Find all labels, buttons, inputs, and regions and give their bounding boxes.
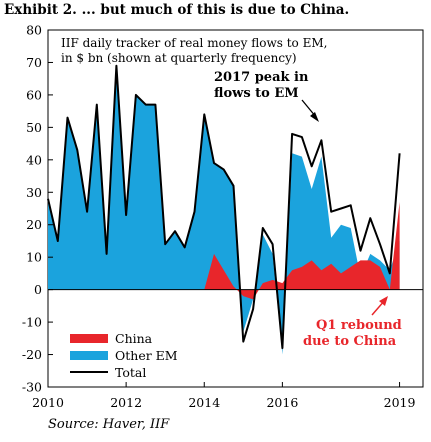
other-em-area [48,65,400,355]
rebound-annotation-line-2: due to China [303,334,397,349]
y-tick-label: -30 [22,380,42,395]
y-tick-label: 0 [34,282,42,297]
y-tick-label: 40 [26,152,42,167]
x-tick-label: 2012 [110,395,142,410]
legend: China Other EM Total [70,331,178,380]
exhibit-title: Exhibit 2. ... but much of this is due t… [4,2,350,18]
chart-subtitle-line-2: in $ bn (shown at quarterly frequency) [61,51,297,65]
china-area [204,202,400,300]
legend-label-china: China [115,331,153,346]
y-tick-label: 10 [26,250,42,265]
x-axis: 2010 2012 2014 2016 2019 [32,382,416,410]
legend-swatch-china [70,334,108,343]
x-tick-label: 2019 [384,395,416,410]
chart-subtitle-line-1: IIF daily tracker of real money flows to… [61,36,327,50]
y-axis: -30 -20 -10 0 10 20 30 40 50 60 70 80 [22,23,53,395]
y-tick-label: -10 [22,315,42,330]
legend-label-total: Total [115,365,146,380]
peak-annotation-line-2: flows to EM [214,86,299,101]
rebound-annotation-arrowhead [379,296,388,306]
y-tick-label: 50 [26,120,42,135]
legend-swatch-other-em [70,351,108,360]
y-tick-label: 20 [26,217,42,232]
legend-label-other-em: Other EM [115,348,178,363]
x-tick-label: 2010 [32,395,64,410]
total-line-layer [47,64,401,350]
y-tick-label: 30 [26,185,42,200]
y-tick-label: 80 [26,23,42,38]
peak-annotation-arrowhead [310,112,319,122]
y-tick-label: 70 [26,55,42,70]
x-tick-label: 2016 [266,395,298,410]
peak-annotation-line-1: 2017 peak in [214,70,309,85]
y-tick-label: 60 [26,87,42,102]
total-line [47,64,401,350]
source-note: Source: Haver, IIF [48,417,170,432]
x-tick-label: 2014 [188,395,220,410]
area-layer [48,65,400,355]
y-tick-label: -20 [22,347,42,362]
rebound-annotation-line-1: Q1 rebound [316,318,402,333]
